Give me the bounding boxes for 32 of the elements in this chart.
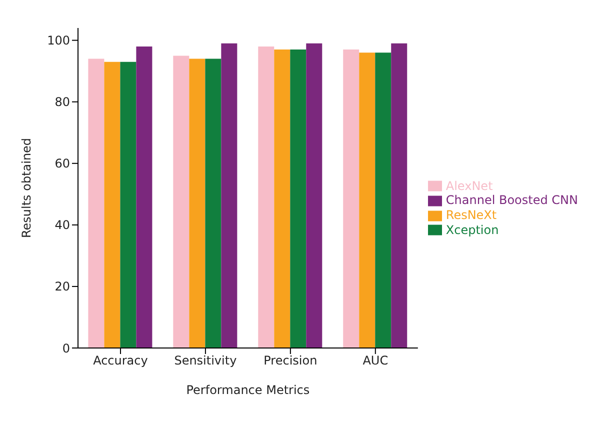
legend-label: Channel Boosted CNN: [446, 193, 578, 208]
y-tick-label: 60: [54, 156, 70, 171]
legend-label: ResNeXt: [446, 208, 497, 222]
bar: [375, 52, 392, 348]
bar: [173, 56, 190, 348]
bar: [120, 62, 136, 348]
bar: [290, 50, 306, 348]
bar: [205, 58, 222, 348]
y-tick-label: 100: [47, 34, 70, 48]
x-tick-label: Sensitivity: [174, 354, 237, 368]
y-axis-title: Results obtained: [19, 138, 34, 238]
x-tick-label: Accuracy: [93, 354, 148, 368]
bar: [104, 62, 120, 348]
bar: [274, 50, 290, 348]
x-tick-label: Precision: [264, 354, 318, 368]
bar: [359, 52, 376, 348]
y-tick-label: 0: [62, 341, 70, 356]
bar: [136, 46, 152, 348]
bar: [258, 46, 274, 348]
bar: [391, 43, 408, 348]
bar: [306, 43, 322, 348]
bar: [88, 58, 104, 348]
bar: [189, 58, 206, 348]
legend-label: AlexNet: [446, 178, 493, 193]
x-tick-label: AUC: [362, 354, 388, 368]
legend-label: Xception: [446, 222, 499, 237]
bar: [221, 43, 238, 348]
y-tick-label: 20: [54, 280, 70, 294]
bar: [343, 50, 360, 348]
y-tick-label: 80: [54, 95, 70, 110]
y-tick-label: 40: [54, 218, 70, 232]
x-axis-title: Performance Metrics: [186, 383, 310, 397]
